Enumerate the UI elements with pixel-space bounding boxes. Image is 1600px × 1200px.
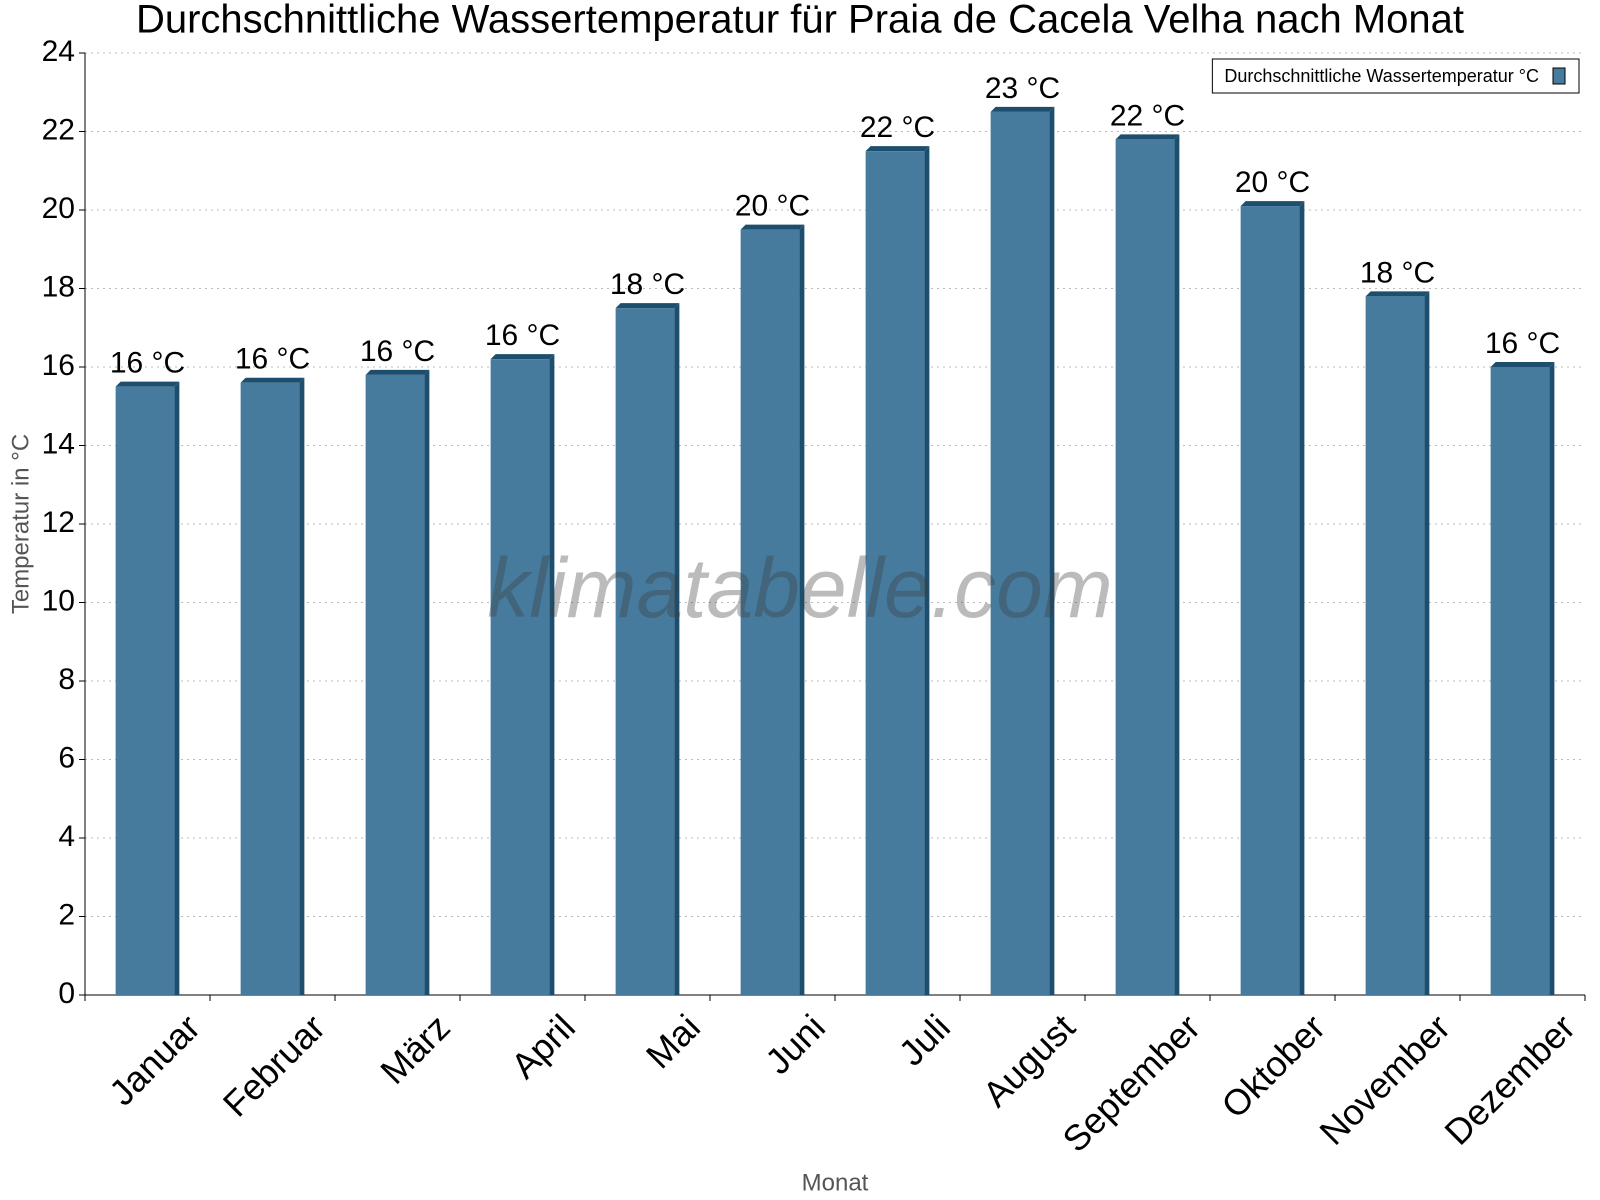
bar-top (740, 224, 805, 230)
y-tick-label: 10 (42, 584, 75, 617)
bar-top (240, 377, 305, 383)
y-tick-label: 6 (58, 741, 75, 774)
bar (1490, 367, 1550, 995)
bar (615, 308, 675, 995)
chart-title: Durchschnittliche Wassertemperatur für P… (136, 0, 1464, 42)
y-tick-label: 24 (42, 35, 75, 68)
data-label: 16 °C (360, 335, 435, 368)
legend: Durchschnittliche Wassertemperatur °C (1211, 58, 1580, 94)
bar (115, 386, 175, 995)
bar-top (1240, 201, 1305, 207)
bar-side (1549, 362, 1555, 995)
data-label: 16 °C (110, 347, 185, 380)
bar-top (615, 303, 680, 309)
bar-top (1490, 362, 1555, 367)
bar-top (115, 381, 180, 387)
bar-top (1365, 291, 1430, 297)
bar-top (990, 106, 1055, 112)
bar (990, 111, 1050, 995)
y-tick-label: 22 (42, 113, 75, 146)
bar-side (174, 381, 180, 995)
y-tick-label: 2 (58, 898, 75, 931)
bar-side (1049, 106, 1055, 995)
bar-side (549, 354, 555, 995)
watermark: klimatabelle.com (487, 541, 1113, 635)
y-tick-label: 12 (42, 506, 75, 539)
bar-top (1115, 134, 1180, 140)
bar-side (299, 377, 305, 995)
bar-top (490, 354, 555, 360)
data-label: 18 °C (1360, 256, 1435, 289)
bar (740, 229, 800, 995)
legend-box (1211, 58, 1580, 94)
y-tick-label: 20 (42, 192, 75, 225)
legend-swatch (1552, 67, 1566, 85)
y-axis-title: Temperatur in °C (7, 434, 34, 614)
bar (365, 374, 425, 996)
y-tick-label: 4 (58, 820, 75, 853)
bar-top (365, 369, 430, 375)
y-tick-label: 0 (58, 977, 75, 1010)
y-tick-label: 8 (58, 663, 75, 696)
data-label: 20 °C (735, 190, 810, 223)
y-tick-label: 14 (42, 427, 75, 460)
data-label: 22 °C (1110, 99, 1185, 132)
bar (240, 382, 300, 995)
bar (1115, 139, 1175, 996)
bar-side (1174, 134, 1180, 996)
legend-label: Durchschnittliche Wassertemperatur °C (1224, 66, 1539, 86)
data-label: 18 °C (610, 268, 685, 301)
bar-side (674, 303, 680, 995)
data-label: 20 °C (1235, 166, 1310, 199)
y-tick-label: 16 (42, 349, 75, 382)
bar-side (924, 146, 930, 995)
bar (1240, 206, 1300, 995)
data-label: 16 °C (1485, 327, 1560, 360)
bar-side (424, 369, 430, 996)
data-label: 22 °C (860, 111, 935, 144)
bar-side (799, 224, 805, 995)
bar-side (1424, 291, 1430, 996)
bar-side (1299, 201, 1305, 995)
data-label: 16 °C (485, 319, 560, 352)
bar (490, 359, 550, 995)
data-label: 16 °C (235, 343, 310, 376)
data-label: 23 °C (985, 72, 1060, 105)
x-axis-title: Monat (802, 1169, 869, 1196)
y-tick-label: 18 (42, 270, 75, 303)
bar (1365, 296, 1425, 996)
bar-top (865, 146, 930, 152)
bar (865, 151, 925, 995)
